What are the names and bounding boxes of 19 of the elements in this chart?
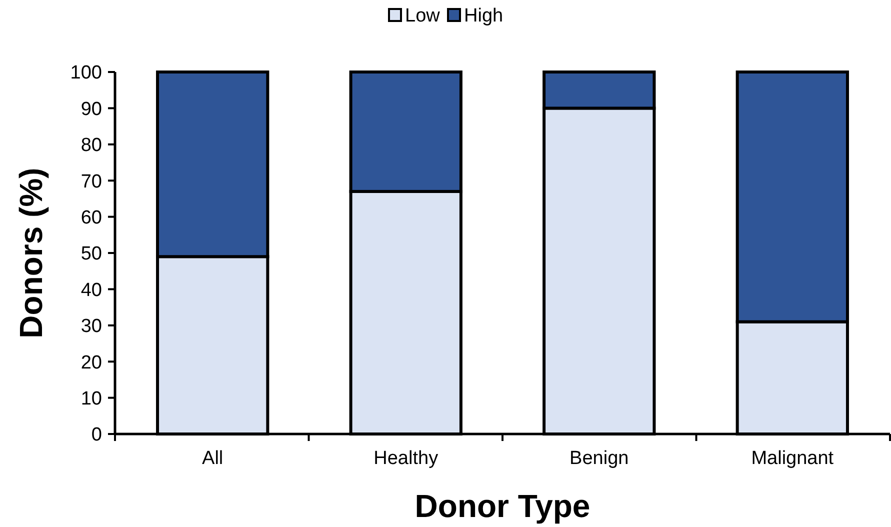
y-tick-label: 10: [80, 388, 102, 410]
y-tick-label: 30: [80, 316, 102, 338]
y-tick-label: 40: [80, 280, 102, 301]
y-tick-label: 70: [80, 171, 102, 192]
x-tick-label: Benign: [570, 448, 629, 469]
legend-label: High: [464, 6, 504, 27]
y-axis-title: Donors (%): [13, 168, 49, 338]
x-tick-label: Healthy: [374, 448, 439, 469]
y-tick-label: 50: [80, 244, 102, 265]
y-tick-label: 60: [80, 207, 102, 228]
y-tick-label: 20: [80, 352, 102, 374]
legend-label: Low: [405, 6, 440, 27]
y-tick-label: 90: [80, 98, 102, 120]
y-tick-label: 80: [80, 135, 102, 156]
x-tick-label: Malignant: [751, 448, 834, 469]
y-tick-label: 0: [91, 424, 102, 446]
x-tick-label: All: [202, 448, 224, 469]
y-tick-label: 100: [70, 62, 102, 84]
x-axis-title: Donor Type: [414, 488, 590, 524]
